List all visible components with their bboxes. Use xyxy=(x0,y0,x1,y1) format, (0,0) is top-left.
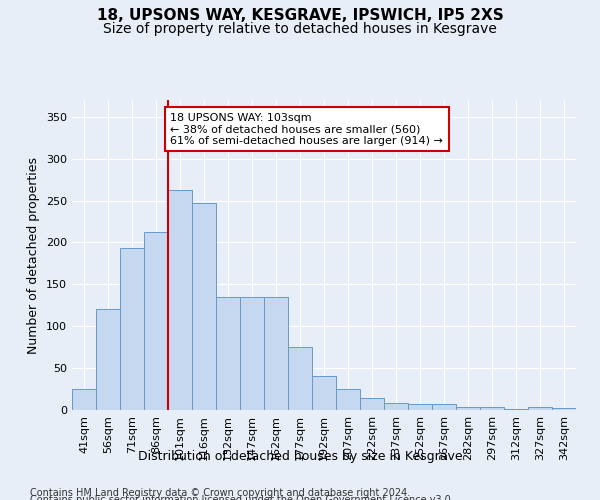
Text: Contains HM Land Registry data © Crown copyright and database right 2024.: Contains HM Land Registry data © Crown c… xyxy=(30,488,410,498)
Bar xyxy=(240,297,264,410)
Bar xyxy=(72,389,96,410)
Text: Contains public sector information licensed under the Open Government Licence v3: Contains public sector information licen… xyxy=(30,495,454,500)
Bar xyxy=(432,404,456,410)
Bar xyxy=(528,406,552,410)
Bar xyxy=(456,406,480,410)
Text: Size of property relative to detached houses in Kesgrave: Size of property relative to detached ho… xyxy=(103,22,497,36)
Bar xyxy=(264,297,288,410)
Text: 18, UPSONS WAY, KESGRAVE, IPSWICH, IP5 2XS: 18, UPSONS WAY, KESGRAVE, IPSWICH, IP5 2… xyxy=(97,8,503,22)
Bar xyxy=(408,404,432,410)
Bar xyxy=(144,232,168,410)
Bar xyxy=(504,409,528,410)
Bar xyxy=(192,203,216,410)
Bar xyxy=(96,310,120,410)
Bar xyxy=(552,408,576,410)
Bar xyxy=(480,406,504,410)
Bar xyxy=(120,248,144,410)
Y-axis label: Number of detached properties: Number of detached properties xyxy=(28,156,40,354)
Bar xyxy=(288,347,312,410)
Bar xyxy=(336,389,360,410)
Bar xyxy=(312,376,336,410)
Bar xyxy=(216,297,240,410)
Bar xyxy=(360,398,384,410)
Text: Distribution of detached houses by size in Kesgrave: Distribution of detached houses by size … xyxy=(137,450,463,463)
Bar xyxy=(168,190,192,410)
Bar xyxy=(384,404,408,410)
Text: 18 UPSONS WAY: 103sqm
← 38% of detached houses are smaller (560)
61% of semi-det: 18 UPSONS WAY: 103sqm ← 38% of detached … xyxy=(170,112,443,146)
